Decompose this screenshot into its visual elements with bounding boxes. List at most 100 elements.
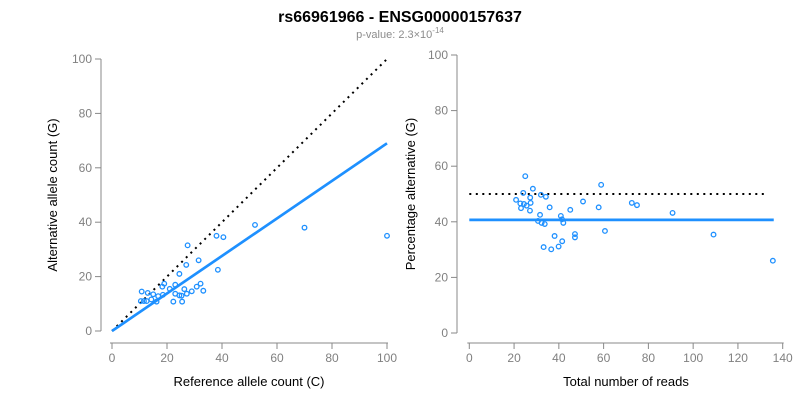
fit-line xyxy=(111,142,388,333)
data-point xyxy=(634,202,640,209)
data-point xyxy=(153,298,160,305)
data-point xyxy=(546,204,553,211)
data-point xyxy=(538,219,545,226)
data-point xyxy=(580,198,586,205)
data-point xyxy=(195,257,202,264)
x-tick-label: 60 xyxy=(597,351,611,365)
data-point xyxy=(172,281,179,288)
data-point xyxy=(529,185,536,192)
y-tick-label: 20 xyxy=(435,270,449,284)
data-point xyxy=(184,242,191,249)
x-tick-label: 20 xyxy=(160,351,174,365)
data-point xyxy=(567,206,574,213)
x-tick-label: 20 xyxy=(507,351,521,365)
y-tick-label: 100 xyxy=(428,48,448,62)
data-point xyxy=(178,292,185,299)
data-point xyxy=(193,283,200,290)
x-tick-label: 60 xyxy=(270,351,284,365)
x-tick-label: 40 xyxy=(552,351,566,365)
data-point xyxy=(602,228,608,234)
data-point xyxy=(197,280,204,287)
y-tick-label: 40 xyxy=(79,215,93,229)
data-point xyxy=(559,238,566,245)
data-point xyxy=(555,243,562,250)
data-point xyxy=(159,291,166,298)
y-tick-label: 80 xyxy=(435,104,449,118)
data-point xyxy=(710,231,717,238)
figure-title: rs66961966 - ENSG00000157637 xyxy=(278,9,522,26)
data-point xyxy=(557,213,564,219)
x-tick-label: 40 xyxy=(215,351,229,365)
data-point xyxy=(527,194,534,201)
right-scatter-plot: 0 20 40 60 80 100 0 20 40 60 80 100 120 140 xyxy=(428,48,793,365)
data-point xyxy=(176,270,183,277)
right-x-axis-label: Total number of reads xyxy=(563,374,689,389)
data-point xyxy=(220,234,227,241)
x-tick-label: 140 xyxy=(773,351,793,365)
x-tick-label: 80 xyxy=(325,351,339,365)
left-x-axis-label: Reference allele count (C) xyxy=(173,374,324,389)
x-tick-label: 100 xyxy=(683,351,703,365)
x-tick-label: 0 xyxy=(466,351,473,365)
data-point xyxy=(513,196,520,203)
data-point xyxy=(166,285,173,292)
data-point xyxy=(595,204,602,211)
data-point xyxy=(137,298,144,305)
data-point xyxy=(183,290,190,297)
data-point xyxy=(669,209,676,216)
subtitle-exponent: -14 xyxy=(432,26,444,35)
y-tick-label: 0 xyxy=(441,326,448,340)
subtitle-base: p-value: 2.3×10 xyxy=(356,29,432,41)
data-point xyxy=(537,191,544,198)
data-point xyxy=(181,286,188,293)
data-point xyxy=(252,221,258,228)
data-point xyxy=(176,292,183,299)
data-point xyxy=(542,193,549,200)
data-point xyxy=(527,199,534,206)
data-point xyxy=(522,173,529,180)
data-point xyxy=(140,298,147,305)
data-point xyxy=(598,181,605,188)
data-point xyxy=(183,261,190,268)
data-point xyxy=(144,289,151,296)
y-tick-label: 60 xyxy=(435,159,449,173)
right-y-axis-label: Percentage alternative (G) xyxy=(403,118,418,270)
data-point xyxy=(138,288,145,295)
data-point xyxy=(527,207,533,214)
data-point xyxy=(150,291,157,298)
data-point xyxy=(188,288,195,295)
data-point xyxy=(572,231,578,237)
x-tick-label: 80 xyxy=(642,351,656,365)
data-point xyxy=(541,221,548,227)
data-point xyxy=(170,298,177,305)
data-point xyxy=(560,219,567,226)
left-y-axis-label: Alternative allele count (G) xyxy=(45,118,60,271)
y-tick-label: 100 xyxy=(72,52,92,66)
y-tick-label: 80 xyxy=(79,106,93,120)
data-point xyxy=(301,224,308,231)
data-point xyxy=(213,232,220,239)
data-point xyxy=(148,296,155,303)
data-point xyxy=(520,189,527,196)
data-point xyxy=(155,293,162,300)
data-point xyxy=(572,234,578,241)
y-tick-label: 40 xyxy=(435,215,449,229)
x-tick-label: 0 xyxy=(109,351,116,365)
x-tick-label: 120 xyxy=(728,351,748,365)
data-point xyxy=(551,233,558,239)
data-point xyxy=(179,298,186,305)
data-point xyxy=(214,266,221,273)
data-point xyxy=(537,211,543,218)
data-point xyxy=(540,244,547,251)
y-tick-label: 0 xyxy=(85,324,92,338)
data-point xyxy=(200,287,207,294)
data-point xyxy=(769,257,776,264)
left-scatter-plot: 0 20 40 60 80 100 0 20 40 60 80 100 xyxy=(72,52,397,365)
data-point xyxy=(548,246,555,253)
identity-line xyxy=(111,58,388,332)
x-tick-label: 100 xyxy=(377,351,397,365)
figure-subtitle: p-value: 2.3×10-14 xyxy=(356,26,444,41)
data-point xyxy=(628,199,635,206)
